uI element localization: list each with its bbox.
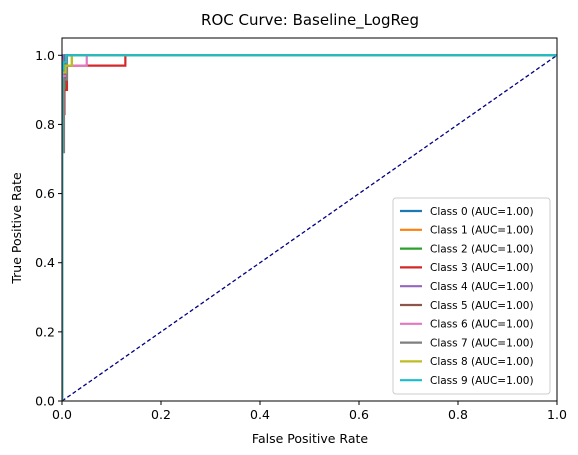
legend-label-class-5: Class 5 (AUC=1.00) bbox=[430, 300, 534, 312]
diagonal-reference-line bbox=[62, 54, 557, 401]
x-tick-label: 0.6 bbox=[349, 407, 369, 422]
x-tick-label: 1.0 bbox=[547, 407, 567, 422]
legend-label-class-2: Class 2 (AUC=1.00) bbox=[430, 243, 534, 255]
legend-label-class-1: Class 1 (AUC=1.00) bbox=[430, 225, 534, 237]
legend-label-class-7: Class 7 (AUC=1.00) bbox=[430, 337, 534, 349]
x-tick-label: 0.8 bbox=[448, 407, 468, 422]
x-tick-label: 0.2 bbox=[151, 407, 171, 422]
legend-label-class-0: Class 0 (AUC=1.00) bbox=[430, 206, 534, 218]
legend-label-class-8: Class 8 (AUC=1.00) bbox=[430, 356, 534, 368]
x-tick-label: 0.0 bbox=[52, 407, 72, 422]
x-tick-label: 0.4 bbox=[250, 407, 270, 422]
legend-box bbox=[392, 197, 551, 395]
x-axis-label: False Positive Rate bbox=[252, 431, 368, 446]
y-tick-label: 0.6 bbox=[35, 186, 55, 201]
legend-label-class-4: Class 4 (AUC=1.00) bbox=[430, 281, 534, 293]
y-tick-label: 1.0 bbox=[35, 48, 55, 63]
plot-frame bbox=[61, 37, 558, 402]
chart-title: ROC Curve: Baseline_LogReg bbox=[201, 11, 419, 30]
roc-line-class-9 bbox=[62, 54, 557, 401]
y-axis-label: True Positive Rate bbox=[9, 172, 24, 285]
legend: Class 0 (AUC=1.00) Class 1 (AUC=1.00) Clas… bbox=[392, 197, 551, 395]
legend-label-class-9: Class 9 (AUC=1.00) bbox=[430, 375, 534, 387]
plot-area: 0.0 0.2 0.4 0.6 0.8 1.0 0.0 0.2 0.4 0.6 0.8 1.0 Clas… bbox=[35, 37, 567, 422]
legend-label-class-3: Class 3 (AUC=1.00) bbox=[430, 262, 534, 274]
y-tick-label: 0.4 bbox=[35, 255, 55, 270]
y-tick-label: 0.8 bbox=[35, 117, 55, 132]
y-tick-label: 0.2 bbox=[35, 324, 55, 339]
legend-label-class-6: Class 6 (AUC=1.00) bbox=[430, 319, 534, 331]
y-tick-label: 0.0 bbox=[35, 394, 55, 409]
